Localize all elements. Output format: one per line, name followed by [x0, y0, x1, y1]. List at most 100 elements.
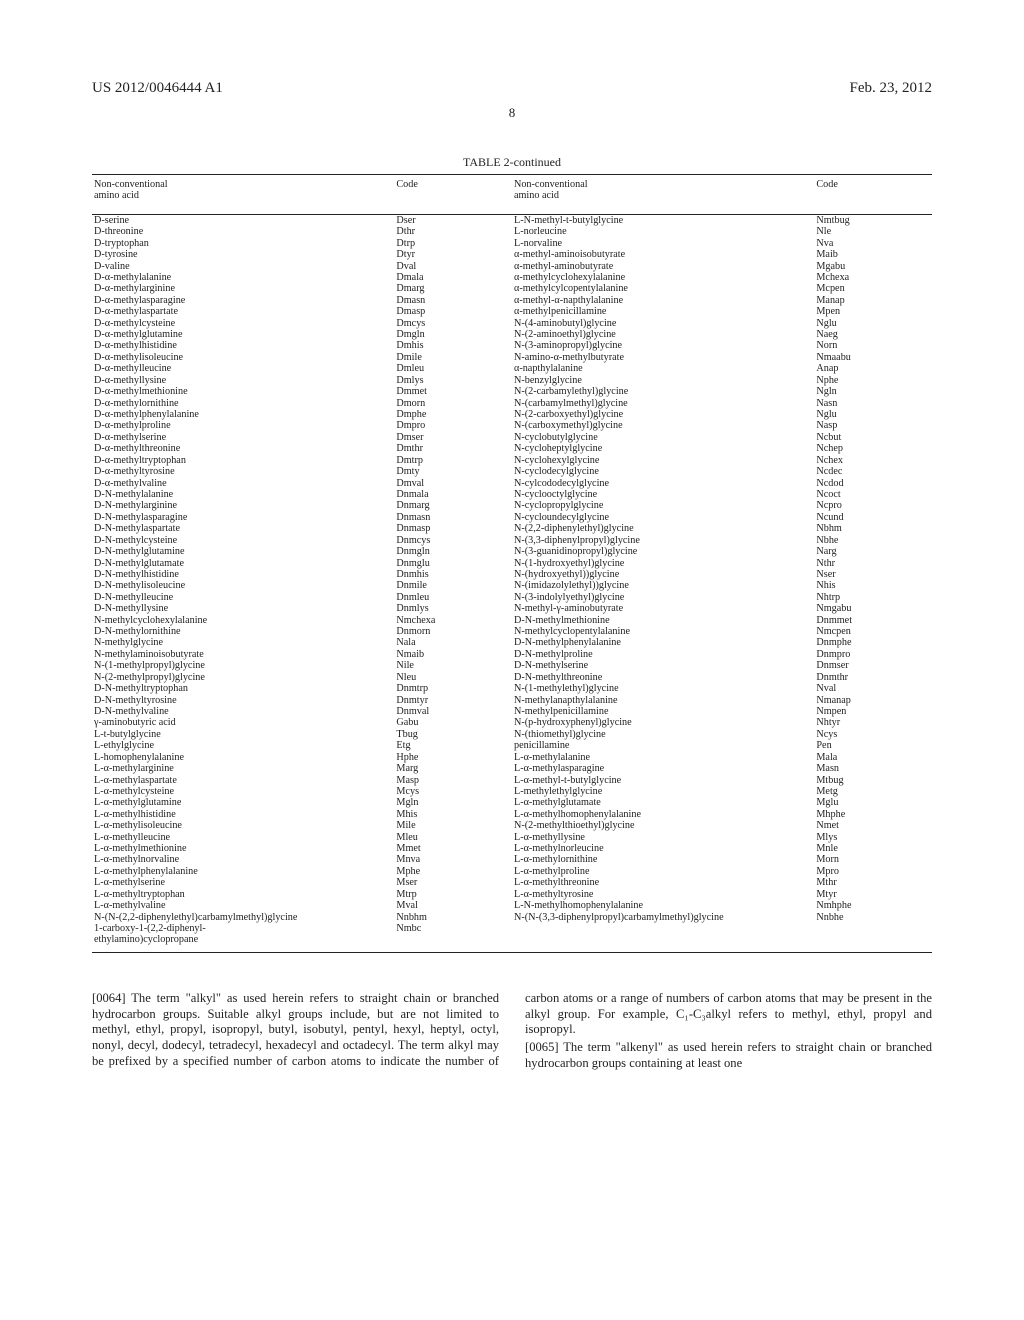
doc-number: US 2012/0046444 A1	[92, 80, 223, 97]
paragraph-0065: [0065] The term "alkenyl" as used herein…	[525, 1040, 932, 1071]
amino-acid-code: Nmhphe	[814, 900, 932, 911]
patent-page: US 2012/0046444 A1 Feb. 23, 2012 8 TABLE…	[0, 0, 1024, 1320]
table-row: D-tryptophanDtrpL-norvalineNva	[92, 238, 932, 249]
amino-acid-name: L-homophenylalanine	[92, 752, 394, 763]
amino-acid-code: Mthr	[814, 877, 932, 888]
amino-acid-name: N-(hydroxyethyl))glycine	[512, 569, 814, 580]
amino-acid-code	[814, 934, 932, 952]
amino-acid-name: γ-aminobutyric acid	[92, 717, 394, 728]
amino-acid-code: Mhphe	[814, 809, 932, 820]
amino-acid-code: Nmbc	[394, 923, 512, 934]
table-row: L-α-methylaspartateMaspL-α-methyl-t-buty…	[92, 775, 932, 786]
amino-acid-name: D-N-methyllysine	[92, 603, 394, 614]
amino-acid-name: D-N-methylasparagine	[92, 512, 394, 523]
amino-acid-code: Dnmasn	[394, 512, 512, 523]
amino-acid-name: N-(2-carbamylethyl)glycine	[512, 386, 814, 397]
table-row: D-α-methylglutamineDmglnN-(2-aminoethyl)…	[92, 329, 932, 340]
amino-acid-code: Dmcys	[394, 318, 512, 329]
amino-acid-name: N-(1-methylethyl)glycine	[512, 683, 814, 694]
amino-acid-code: Mgln	[394, 797, 512, 808]
amino-acid-name: N-cyclopropylglycine	[512, 500, 814, 511]
amino-acid-name: D-N-methylglutamine	[92, 546, 394, 557]
amino-acid-name: N-(3,3-diphenylpropyl)glycine	[512, 535, 814, 546]
amino-acid-code: Dmgln	[394, 329, 512, 340]
amino-acid-code: Mpro	[814, 866, 932, 877]
table-row: L-α-methylnorvalineMnvaL-α-methylornithi…	[92, 854, 932, 865]
table-row: D-α-methylisoleucineDmileN-amino-α-methy…	[92, 352, 932, 363]
amino-acid-code: Dnmile	[394, 580, 512, 591]
amino-acid-code: Mala	[814, 752, 932, 763]
amino-acid-code: Masp	[394, 775, 512, 786]
amino-acid-name: N-cyclobutylglycine	[512, 432, 814, 443]
hdr3a: Non-conventional	[514, 179, 588, 190]
table-row: N-methylcyclohexylalanineNmchexaD-N-meth…	[92, 615, 932, 626]
amino-acid-name: α-methylcylcopentylalanine	[512, 283, 814, 294]
amino-acid-code: Dnmthr	[814, 672, 932, 683]
table-row: D-α-methylserineDmserN-cyclobutylglycine…	[92, 432, 932, 443]
amino-acid-name: L-norvaline	[512, 238, 814, 249]
table-row: L-α-methylarginineMargL-α-methylasparagi…	[92, 763, 932, 774]
table-row: D-α-methylalanineDmalaα-methylcyclohexyl…	[92, 272, 932, 283]
amino-acid-name: N-methylaminoisobutyrate	[92, 649, 394, 660]
amino-acid-code: Dnmser	[814, 660, 932, 671]
amino-acid-code: Ncoct	[814, 489, 932, 500]
amino-acid-name: L-ethylglycine	[92, 740, 394, 751]
amino-acid-name: N-(N-(3,3-diphenylpropyl)carbamylmethyl)…	[512, 912, 814, 923]
table-row: D-N-methyltryptophanDnmtrpN-(1-methyleth…	[92, 683, 932, 694]
amino-acid-code: Nglu	[814, 318, 932, 329]
amino-acid-name: L-α-methylornithine	[512, 854, 814, 865]
amino-acid-name: L-α-methylleucine	[92, 832, 394, 843]
amino-acid-name: L-α-methylnorleucine	[512, 843, 814, 854]
amino-acid-name: L-α-methylalanine	[512, 752, 814, 763]
col-header-code-2: Code	[814, 175, 932, 215]
amino-acid-name	[512, 923, 814, 934]
table-row: D-N-methylglutamineDnmglnN-(3-guanidinop…	[92, 546, 932, 557]
amino-acid-name: L-t-butylglycine	[92, 729, 394, 740]
amino-acid-name: L-α-methylproline	[512, 866, 814, 877]
para-num-0065: [0065]	[525, 1040, 559, 1054]
amino-acid-code: Dnmcys	[394, 535, 512, 546]
amino-acid-code: Dnmphe	[814, 637, 932, 648]
amino-acid-name: α-methylcyclohexylalanine	[512, 272, 814, 283]
amino-acid-name: D-α-methylphenylalanine	[92, 409, 394, 420]
amino-acid-name: N-(1-hydroxyethyl)glycine	[512, 558, 814, 569]
table-row: γ-aminobutyric acidGabuN-(p-hydroxypheny…	[92, 717, 932, 728]
amino-acid-code: Dthr	[394, 226, 512, 237]
amino-acid-name: N-amino-α-methylbutyrate	[512, 352, 814, 363]
amino-acid-name: D-N-methylaspartate	[92, 523, 394, 534]
amino-acid-code: Maib	[814, 249, 932, 260]
amino-acid-code: Nthr	[814, 558, 932, 569]
amino-acid-name: N-methylcyclopentylalanine	[512, 626, 814, 637]
para-0065-text: The term "alkenyl" as used herein refers…	[525, 1040, 932, 1070]
amino-acid-name: D-N-methylvaline	[92, 706, 394, 717]
table-row: D-N-methylaspartateDnmaspN-(2,2-diphenyl…	[92, 523, 932, 534]
amino-acid-name: D-α-methylisoleucine	[92, 352, 394, 363]
table-row: D-serineDserL-N-methyl-t-butylglycineNmt…	[92, 214, 932, 226]
amino-acid-code: Mgabu	[814, 261, 932, 272]
amino-acid-name: N-methylanapthylalanine	[512, 695, 814, 706]
amino-acid-name: L-N-methylhomophenylalanine	[512, 900, 814, 911]
amino-acid-name: N-(4-aminobutyl)glycine	[512, 318, 814, 329]
amino-acid-name: N-(3-aminopropyl)glycine	[512, 340, 814, 351]
amino-acid-name: N-(p-hydroxyphenyl)glycine	[512, 717, 814, 728]
amino-acid-code: Masn	[814, 763, 932, 774]
table-row: D-α-methylmethionineDmmetN-(2-carbamylet…	[92, 386, 932, 397]
table-row: D-N-methylornithineDnmornN-methylcyclope…	[92, 626, 932, 637]
amino-acid-code: Mchexa	[814, 272, 932, 283]
amino-acid-name: D-α-methylthreonine	[92, 443, 394, 454]
amino-acid-code: Dmval	[394, 478, 512, 489]
amino-acid-code: Dtyr	[394, 249, 512, 260]
amino-acid-name: D-α-methylleucine	[92, 363, 394, 374]
amino-acid-code: Mser	[394, 877, 512, 888]
amino-acid-name: D-N-methylarginine	[92, 500, 394, 511]
table-row: D-α-methylleucineDmleuα-napthylalanineAn…	[92, 363, 932, 374]
amino-acid-code: Mpen	[814, 306, 932, 317]
amino-acid-name: N-(2-aminoethyl)glycine	[512, 329, 814, 340]
amino-acid-code: Metg	[814, 786, 932, 797]
amino-acid-name: D-N-methylthreonine	[512, 672, 814, 683]
amino-acid-name: N-(imidazolylethyl))glycine	[512, 580, 814, 591]
amino-acid-name: N-(3-guanidinopropyl)glycine	[512, 546, 814, 557]
table-row: D-N-methyltyrosineDnmtyrN-methylanapthyl…	[92, 695, 932, 706]
amino-acid-code: Mmet	[394, 843, 512, 854]
amino-acid-code: Nmpen	[814, 706, 932, 717]
